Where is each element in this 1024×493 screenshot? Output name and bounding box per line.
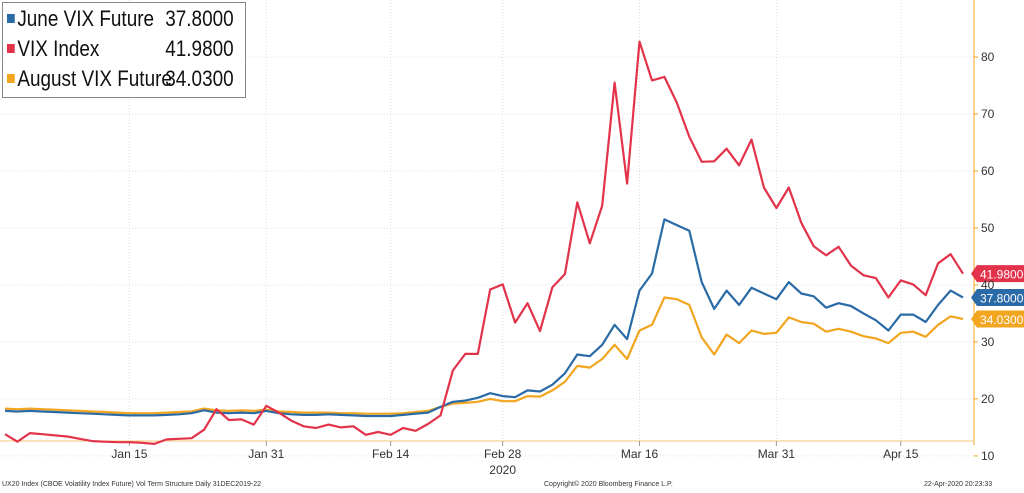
y-tick-label: 30: [981, 335, 995, 349]
x-tick-label: Mar 16: [621, 447, 659, 461]
legend-label: August VIX Future: [17, 66, 172, 91]
legend-swatch-june: [7, 13, 15, 23]
last-value-tag: 41.9800: [971, 265, 1024, 283]
x-tick-label: Jan 31: [248, 447, 284, 461]
x-tick-label: Mar 31: [758, 447, 796, 461]
legend-item-august: August VIX Future 34.0300: [7, 66, 234, 96]
last-value-tags: 41.9800 37.8000 34.0300: [971, 265, 1024, 328]
legend-value: 34.0300: [165, 66, 234, 91]
y-tick-label: 40: [981, 278, 995, 292]
footer-description: UX20 Index (CBOE Volatility Index Future…: [2, 481, 261, 488]
last-value-tag-bg: [971, 288, 1024, 306]
series-lines: [4, 40, 964, 445]
legend-swatch-august: [7, 73, 15, 83]
legend-swatch-vix: [7, 43, 15, 53]
legend-value: 37.8000: [165, 6, 234, 31]
legend-label: June VIX Future: [17, 6, 155, 31]
legend-item-june: June VIX Future 37.8000: [7, 6, 234, 36]
legend-label: VIX Index: [17, 36, 100, 61]
last-value-tag-bg: [971, 310, 1024, 328]
y-tick-label: 20: [981, 392, 995, 406]
legend-value: 41.9800: [165, 36, 234, 61]
last-value-tag-text: 37.8000: [980, 291, 1024, 305]
y-tick-label: 60: [981, 164, 995, 178]
last-value-tag-text: 41.9800: [980, 268, 1024, 282]
last-value-tag: 37.8000: [971, 288, 1024, 306]
footer-copyright: Copyright© 2020 Bloomberg Finance L.P.: [544, 481, 673, 488]
series-line-vix-index: [4, 40, 964, 445]
legend: June VIX Future 37.8000 VIX Index 41.980…: [2, 2, 246, 98]
y-tick-label: 70: [981, 107, 995, 121]
y-tick-label: 10: [981, 449, 995, 463]
y-tick-label: 50: [981, 221, 995, 235]
y-tick-label: 80: [981, 50, 995, 64]
last-value-tag-text: 34.0300: [980, 313, 1024, 327]
x-tick-label: Apr 15: [883, 447, 919, 461]
tick-labels: 10 20 30 40 50 60 70 80 Jan 15 Jan 31 Feb 14 Feb 28…: [111, 50, 994, 477]
series-line-june-vix-future: [4, 218, 964, 418]
x-tick-label: Jan 15: [111, 447, 147, 461]
last-value-tag-bg: [971, 265, 1024, 283]
legend-item-vix: VIX Index 41.9800: [7, 36, 234, 66]
x-tick-label: Feb 28: [484, 447, 522, 461]
footer-timestamp: 22-Apr-2020 20:23:33: [924, 481, 993, 488]
series-line-august-vix-future: [4, 296, 964, 415]
last-value-tag: 34.0300: [971, 310, 1024, 328]
x-year-label: 2020: [489, 463, 516, 477]
x-tick-label: Feb 14: [372, 447, 410, 461]
